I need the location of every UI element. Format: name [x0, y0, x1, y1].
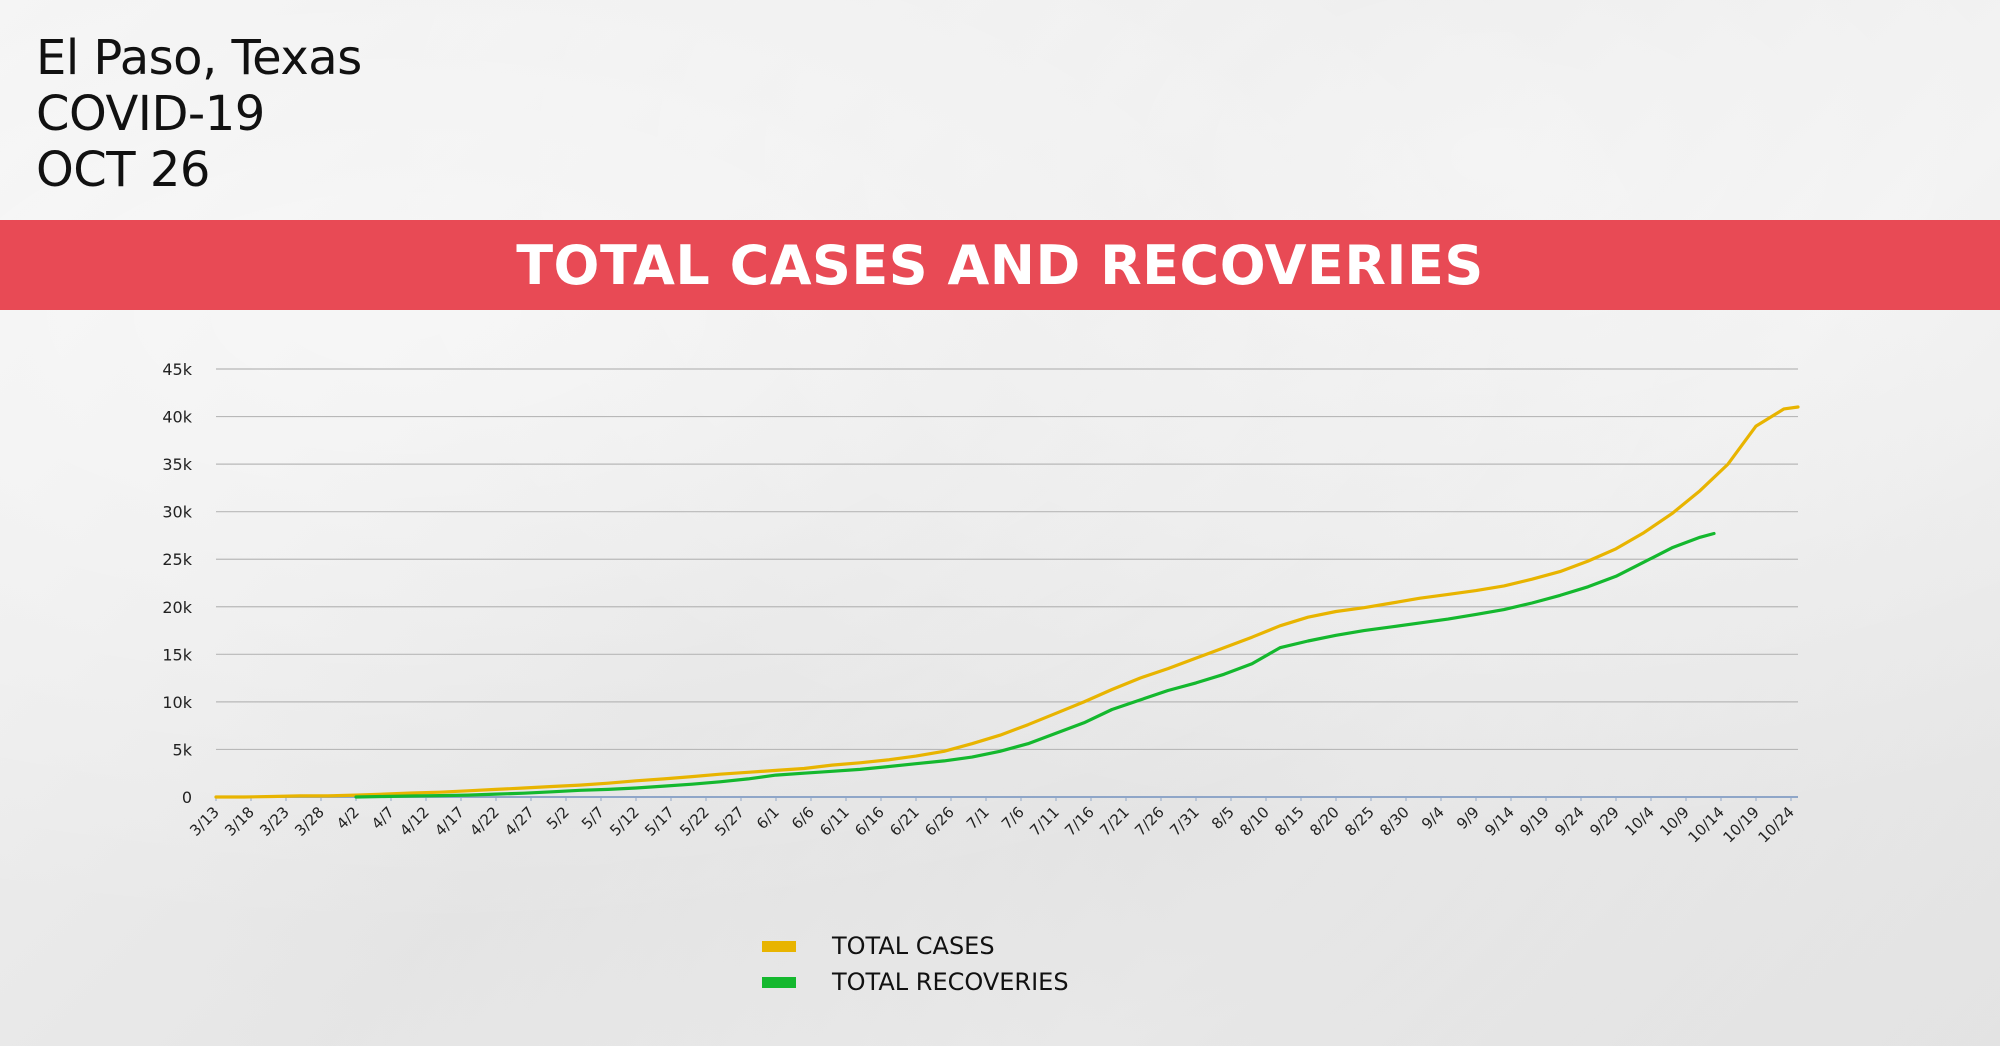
title-date: OCT 26 — [36, 142, 210, 198]
chart-legend: TOTAL CASES TOTAL RECOVERIES — [762, 928, 1069, 1000]
x-tick-label: 4/22 — [466, 803, 503, 840]
x-tick-label: 6/21 — [886, 803, 923, 840]
x-tick-label: 4/2 — [333, 803, 363, 833]
y-tick-label: 40k — [162, 408, 192, 427]
y-tick-label: 30k — [162, 503, 192, 522]
y-tick-label: 20k — [162, 598, 192, 617]
x-tick-label: 6/1 — [753, 803, 783, 833]
legend-swatch-recoveries — [762, 976, 796, 988]
x-tick-label: 7/1 — [963, 803, 993, 833]
x-tick-label: 10/24 — [1755, 803, 1798, 846]
y-tick-label: 45k — [162, 360, 192, 379]
series-line-total-recoveries — [354, 531, 1716, 799]
legend-label-cases: TOTAL CASES — [832, 932, 995, 960]
y-tick-label: 35k — [162, 455, 192, 474]
x-tick-label: 9/9 — [1453, 803, 1483, 833]
x-tick-label: 3/28 — [291, 803, 328, 840]
legend-item-recoveries: TOTAL RECOVERIES — [762, 964, 1069, 1000]
x-tick-label: 9/24 — [1551, 803, 1588, 840]
y-tick-label: 0 — [182, 788, 192, 807]
x-tick-label: 7/11 — [1026, 803, 1063, 840]
x-tick-label: 10/14 — [1685, 803, 1728, 846]
x-tick-label: 9/4 — [1418, 803, 1448, 833]
chart-title: TOTAL CASES AND RECOVERIES — [516, 233, 1484, 297]
x-tick-label: 6/6 — [788, 803, 818, 833]
x-tick-label: 3/13 — [186, 803, 223, 840]
x-tick-label: 8/20 — [1306, 803, 1343, 840]
x-tick-label: 3/23 — [256, 803, 293, 840]
x-tick-label: 6/11 — [816, 803, 853, 840]
x-tick-label: 7/21 — [1096, 803, 1133, 840]
x-tick-label: 7/16 — [1061, 803, 1098, 840]
legend-swatch-cases — [762, 940, 796, 952]
x-tick-label: 5/27 — [711, 803, 748, 840]
y-tick-label: 10k — [162, 693, 192, 712]
x-tick-label: 5/2 — [543, 803, 573, 833]
x-tick-label: 8/30 — [1376, 803, 1413, 840]
x-tick-label: 6/16 — [851, 803, 888, 840]
title-location: El Paso, Texas — [36, 30, 362, 86]
page-title: El Paso, Texas COVID-19 OCT 26 — [36, 30, 362, 198]
y-tick-label: 5k — [173, 740, 193, 759]
x-tick-label: 4/17 — [431, 803, 468, 840]
series-line-total-cases — [214, 405, 1800, 799]
x-tick-label: 4/27 — [501, 803, 538, 840]
title-topic: COVID-19 — [36, 86, 265, 142]
x-tick-label: 5/22 — [676, 803, 713, 840]
x-tick-label: 9/29 — [1586, 803, 1623, 840]
x-tick-label: 9/14 — [1481, 803, 1518, 840]
x-tick-label: 6/26 — [921, 803, 958, 840]
x-tick-label: 4/12 — [396, 803, 433, 840]
legend-label-recoveries: TOTAL RECOVERIES — [832, 968, 1069, 996]
x-tick-label: 8/15 — [1271, 803, 1308, 840]
y-tick-label: 25k — [162, 550, 192, 569]
title-banner: TOTAL CASES AND RECOVERIES — [0, 220, 2000, 310]
x-tick-label: 10/19 — [1720, 803, 1763, 846]
x-tick-label: 5/12 — [606, 803, 643, 840]
x-tick-label: 5/17 — [641, 803, 678, 840]
x-tick-label: 8/5 — [1208, 803, 1238, 833]
legend-item-cases: TOTAL CASES — [762, 928, 1069, 964]
x-tick-label: 4/7 — [368, 803, 398, 833]
y-tick-label: 15k — [162, 645, 192, 664]
x-tick-label: 10/4 — [1621, 803, 1658, 840]
x-tick-label: 3/18 — [221, 803, 258, 840]
x-tick-label: 8/25 — [1341, 803, 1378, 840]
x-tick-label: 7/31 — [1166, 803, 1203, 840]
x-tick-label: 7/26 — [1131, 803, 1168, 840]
x-tick-label: 8/10 — [1236, 803, 1273, 840]
x-tick-label: 5/7 — [578, 803, 608, 833]
x-tick-label: 7/6 — [998, 803, 1028, 833]
x-tick-label: 9/19 — [1516, 803, 1553, 840]
